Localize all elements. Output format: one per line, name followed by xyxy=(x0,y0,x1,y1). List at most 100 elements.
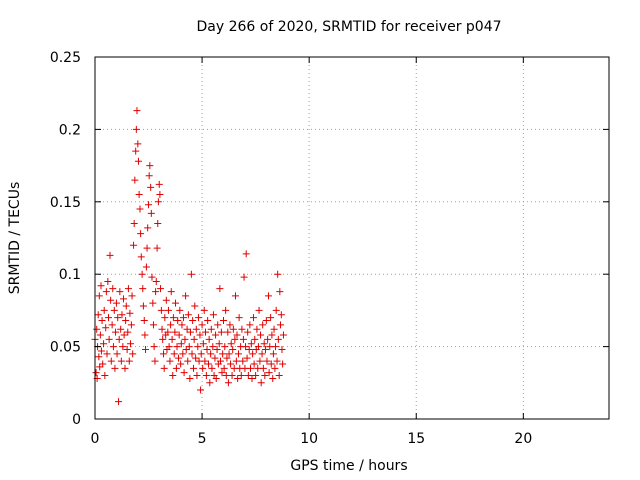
data-point xyxy=(193,372,201,380)
data-point xyxy=(246,321,254,329)
y-tick-label: 0.1 xyxy=(59,267,81,283)
data-point xyxy=(145,172,153,180)
data-point xyxy=(225,350,233,358)
data-point xyxy=(226,321,234,329)
data-point xyxy=(234,374,242,382)
data-point xyxy=(238,325,246,333)
data-point xyxy=(134,157,142,165)
data-point xyxy=(147,183,155,191)
data-point xyxy=(186,374,194,382)
data-point xyxy=(167,288,175,296)
data-point xyxy=(242,343,250,351)
data-point xyxy=(182,292,190,300)
data-point xyxy=(151,357,159,365)
data-point xyxy=(231,335,239,343)
data-point xyxy=(269,350,277,358)
data-point xyxy=(108,321,116,329)
data-point xyxy=(277,311,285,319)
data-point xyxy=(148,273,156,281)
data-point xyxy=(262,317,270,325)
data-point xyxy=(169,314,177,322)
data-point xyxy=(127,321,135,329)
data-point xyxy=(204,317,212,325)
data-point xyxy=(220,364,228,372)
data-point xyxy=(131,176,139,184)
data-point xyxy=(212,331,220,339)
data-point xyxy=(133,107,141,115)
data-point xyxy=(132,147,140,155)
data-point xyxy=(199,340,207,348)
data-point xyxy=(213,345,221,353)
data-point xyxy=(104,314,112,322)
data-point xyxy=(124,328,132,336)
data-points xyxy=(91,107,287,406)
grid xyxy=(95,57,609,419)
data-point xyxy=(137,230,145,238)
data-point xyxy=(200,306,208,314)
data-point xyxy=(255,306,263,314)
data-point xyxy=(231,292,239,300)
data-point xyxy=(139,285,147,293)
data-point xyxy=(263,357,271,365)
data-point xyxy=(140,317,148,325)
data-point xyxy=(219,350,227,358)
data-point xyxy=(154,220,162,228)
data-point xyxy=(106,251,114,259)
data-point xyxy=(149,321,157,329)
data-point xyxy=(152,277,160,285)
data-point xyxy=(142,263,150,271)
data-point xyxy=(267,360,275,368)
y-tick-label: 0.15 xyxy=(50,195,81,211)
data-point xyxy=(192,354,200,362)
data-point xyxy=(112,328,120,336)
data-point xyxy=(187,328,195,336)
data-point xyxy=(158,325,166,333)
data-point xyxy=(102,288,110,296)
data-point xyxy=(111,364,119,372)
data-point xyxy=(229,325,237,333)
data-point xyxy=(249,314,257,322)
data-point xyxy=(221,343,229,351)
data-point xyxy=(197,350,205,358)
data-point xyxy=(177,360,185,368)
data-point xyxy=(244,372,252,380)
data-point xyxy=(264,292,272,300)
data-point xyxy=(248,374,256,382)
data-point xyxy=(175,354,183,362)
data-point xyxy=(156,191,164,199)
data-point xyxy=(112,299,120,307)
data-point xyxy=(120,331,128,339)
data-point xyxy=(216,285,224,293)
data-point xyxy=(161,314,169,322)
data-point xyxy=(157,306,165,314)
data-point xyxy=(217,357,225,365)
data-point xyxy=(117,357,125,365)
data-point xyxy=(160,364,168,372)
y-tick-label: 0.2 xyxy=(59,122,81,138)
data-point xyxy=(211,354,219,362)
data-point xyxy=(179,350,187,358)
data-point xyxy=(155,180,163,188)
data-point xyxy=(218,369,226,377)
data-point xyxy=(100,306,108,314)
data-point xyxy=(121,364,129,372)
x-tick-label: 5 xyxy=(198,431,207,447)
data-point xyxy=(189,317,197,325)
data-point xyxy=(198,321,206,329)
data-point xyxy=(119,295,127,303)
data-point xyxy=(116,288,124,296)
y-tick-label: 0.05 xyxy=(50,340,81,356)
data-point xyxy=(270,325,278,333)
x-tick-label: 15 xyxy=(407,431,425,447)
data-point xyxy=(107,357,115,365)
data-point xyxy=(190,364,198,372)
data-point xyxy=(166,357,174,365)
data-point xyxy=(187,270,195,278)
data-point xyxy=(132,125,140,133)
data-point xyxy=(177,340,185,348)
data-point xyxy=(141,331,149,339)
data-point xyxy=(168,335,176,343)
data-point xyxy=(124,285,132,293)
